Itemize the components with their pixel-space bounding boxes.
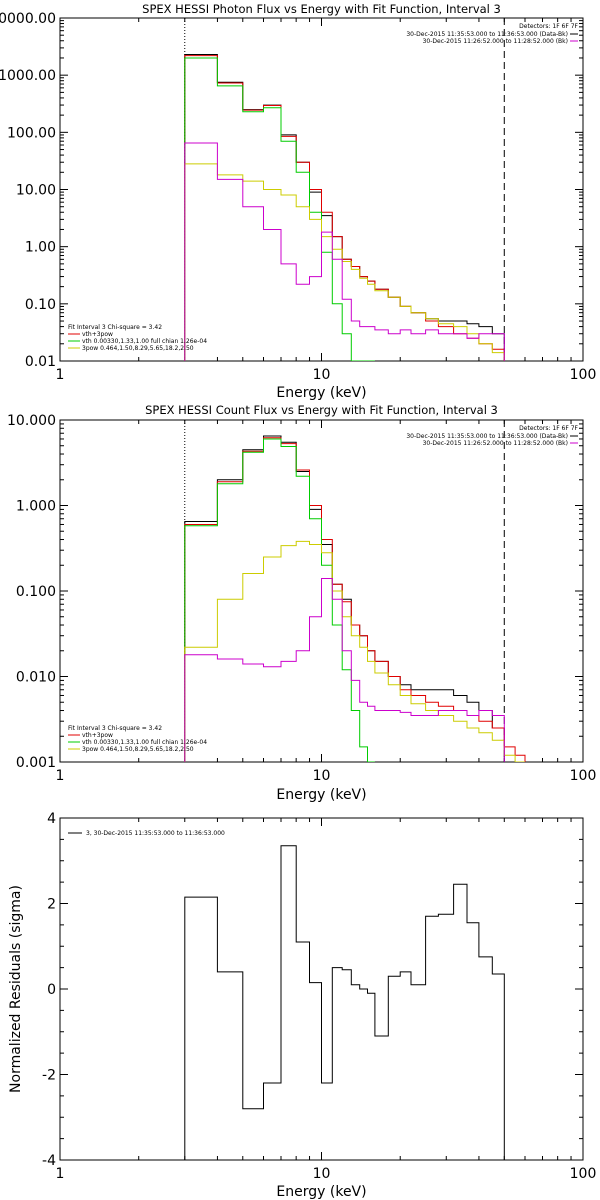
y-tick-label: 0.10 [25, 297, 56, 313]
fit-legend-header: Fit Interval 3 Chi-square = 3.42 [68, 324, 162, 331]
x-tick-label: 100 [570, 768, 597, 784]
x-tick-label: 10 [313, 1166, 331, 1182]
fit-legend-entry: vth 0.00330,1.33,1.00 full chian 1.26e-0… [82, 338, 207, 345]
series-vth [184, 438, 375, 762]
legend-header: Detectors: 1F 6F 7F [519, 23, 578, 30]
y-tick-label: 1.000 [16, 499, 56, 515]
x-tick-label: 100 [570, 1166, 597, 1182]
series-bk [184, 142, 505, 361]
y-tick-label: 0 [47, 982, 56, 998]
x-tick-label: 10 [313, 367, 331, 383]
x-tick-label: 10 [313, 768, 331, 784]
y-tick-label: 10.000 [7, 413, 56, 429]
legend-header: Detectors: 1F 6F 7F [519, 425, 578, 432]
legend-entry: 3, 30-Dec-2015 11:35:53.000 to 11:36:53.… [86, 830, 225, 837]
y-tick-label: 0.010 [16, 670, 56, 686]
y-tick-label: 2 [47, 897, 56, 913]
x-axis-label: Energy (keV) [276, 385, 366, 401]
series-3pow [184, 540, 525, 762]
y-tick-label: 0.100 [16, 584, 56, 600]
x-tick-label: 100 [570, 367, 597, 383]
x-tick-label: 1 [56, 768, 65, 784]
fit-legend-entry: 3pow 0.464,1.50,8.29,5.65,18.2,2.50 [82, 746, 194, 753]
x-axis-label: Energy (keV) [276, 1184, 366, 1200]
legend-entry: 30-Dec-2015 11:26:52.000 to 11:28:52.000… [423, 38, 568, 45]
plot-area [184, 845, 505, 1160]
series-3-30-dec-2015-11-35-53-000-to-11-36-53-000 [184, 845, 505, 1160]
series-3pow [184, 163, 505, 361]
y-tick-label: 10000.00 [0, 11, 56, 27]
legend-entry: 30-Dec-2015 11:35:53.000 to 11:36:53.000… [406, 433, 568, 440]
fit-legend-entry: vth+3pow [82, 331, 113, 338]
chart-panel-2: SPEX HESSI Count Flux vs Energy with Fit… [7, 403, 596, 803]
x-axis-label: Energy (keV) [276, 787, 366, 803]
fit-legend-entry: 3pow 0.464,1.50,8.29,5.65,18.2,2.50 [82, 345, 194, 352]
y-tick-label: -4 [42, 1153, 56, 1169]
y-tick-label: 100.00 [7, 125, 56, 141]
chart-panel-3: 1 10 100 Energy (keV) -4 -2 0 2 4 Normalized Resi… [8, 811, 596, 1200]
series-vth-3pow [184, 55, 505, 361]
series-bk [184, 578, 505, 762]
series-vth-3pow [184, 437, 526, 762]
y-tick-label: -2 [42, 1068, 56, 1084]
y-tick-label: 0.001 [16, 755, 56, 771]
y-tick-label: 10.00 [16, 183, 56, 199]
x-tick-label: 1 [56, 367, 65, 383]
series-data-bk [184, 54, 505, 361]
fit-legend-header: Fit Interval 3 Chi-square = 3.42 [68, 725, 162, 732]
legend-entry: 30-Dec-2015 11:35:53.000 to 11:36:53.000… [406, 31, 568, 38]
y-tick-label: 1.00 [25, 240, 56, 256]
series-vth [184, 57, 375, 361]
plot-area [184, 18, 505, 361]
chart-panel-1: SPEX HESSI Photon Flux vs Energy with Fi… [0, 2, 596, 401]
plot-area [184, 420, 526, 762]
chart-title: SPEX HESSI Count Flux vs Energy with Fit… [145, 403, 498, 417]
legend-entry: 30-Dec-2015 11:26:52.000 to 11:28:52.000… [423, 440, 568, 447]
x-tick-label: 1 [56, 1166, 65, 1182]
fit-legend-entry: vth 0.00330,1.33,1.00 full chian 1.26e-0… [82, 739, 207, 746]
fit-legend-entry: vth+3pow [82, 732, 113, 739]
y-tick-label: 4 [47, 811, 56, 827]
y-tick-label: 1000.00 [0, 68, 56, 84]
chart-title: SPEX HESSI Photon Flux vs Energy with Fi… [142, 2, 501, 16]
y-tick-label: 0.01 [25, 354, 56, 370]
y-axis-label: Normalized Residuals (sigma) [8, 885, 24, 1093]
